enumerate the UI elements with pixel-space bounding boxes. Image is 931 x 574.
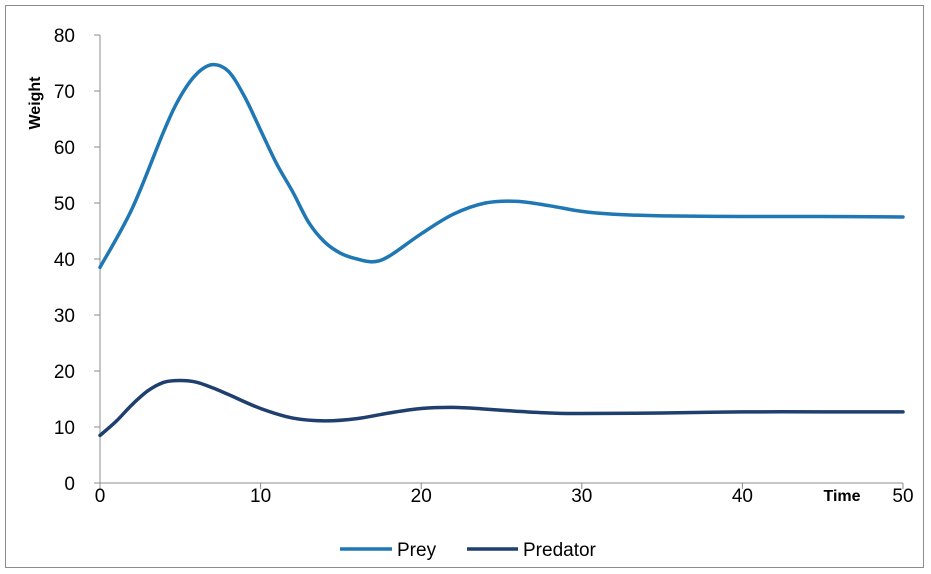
y-tick-label: 60 — [54, 138, 75, 159]
y-tick-label: 30 — [54, 306, 75, 327]
series-line-prey — [98, 62, 905, 270]
x-tick-label: 30 — [571, 486, 592, 507]
y-tick-label: 20 — [54, 362, 75, 383]
legend-label-predator: Predator — [523, 540, 597, 561]
series-line-predator — [98, 378, 905, 438]
x-axis-title: Time — [823, 488, 860, 505]
x-tick-label: 50 — [892, 486, 913, 507]
y-tick-label: 0 — [64, 474, 75, 495]
y-tick-label: 40 — [54, 250, 75, 271]
x-tick-label: 40 — [732, 486, 753, 507]
y-tick-label: 70 — [54, 82, 75, 103]
y-tick-label: 10 — [54, 418, 75, 439]
x-tick-label: 10 — [250, 486, 271, 507]
y-axis-title: Weight — [27, 76, 44, 130]
x-tick-label: 0 — [95, 486, 106, 507]
plot-area: 0 10 20 30 40 50 60 70 80 0 10 20 30 40 50 Prey Predator — [54, 26, 914, 561]
legend-label-prey: Prey — [397, 540, 437, 561]
y-tick-label: 80 — [54, 26, 75, 47]
y-tick-label: 50 — [54, 194, 75, 215]
chart-area — [5, 5, 924, 568]
x-tick-label: 20 — [411, 486, 432, 507]
